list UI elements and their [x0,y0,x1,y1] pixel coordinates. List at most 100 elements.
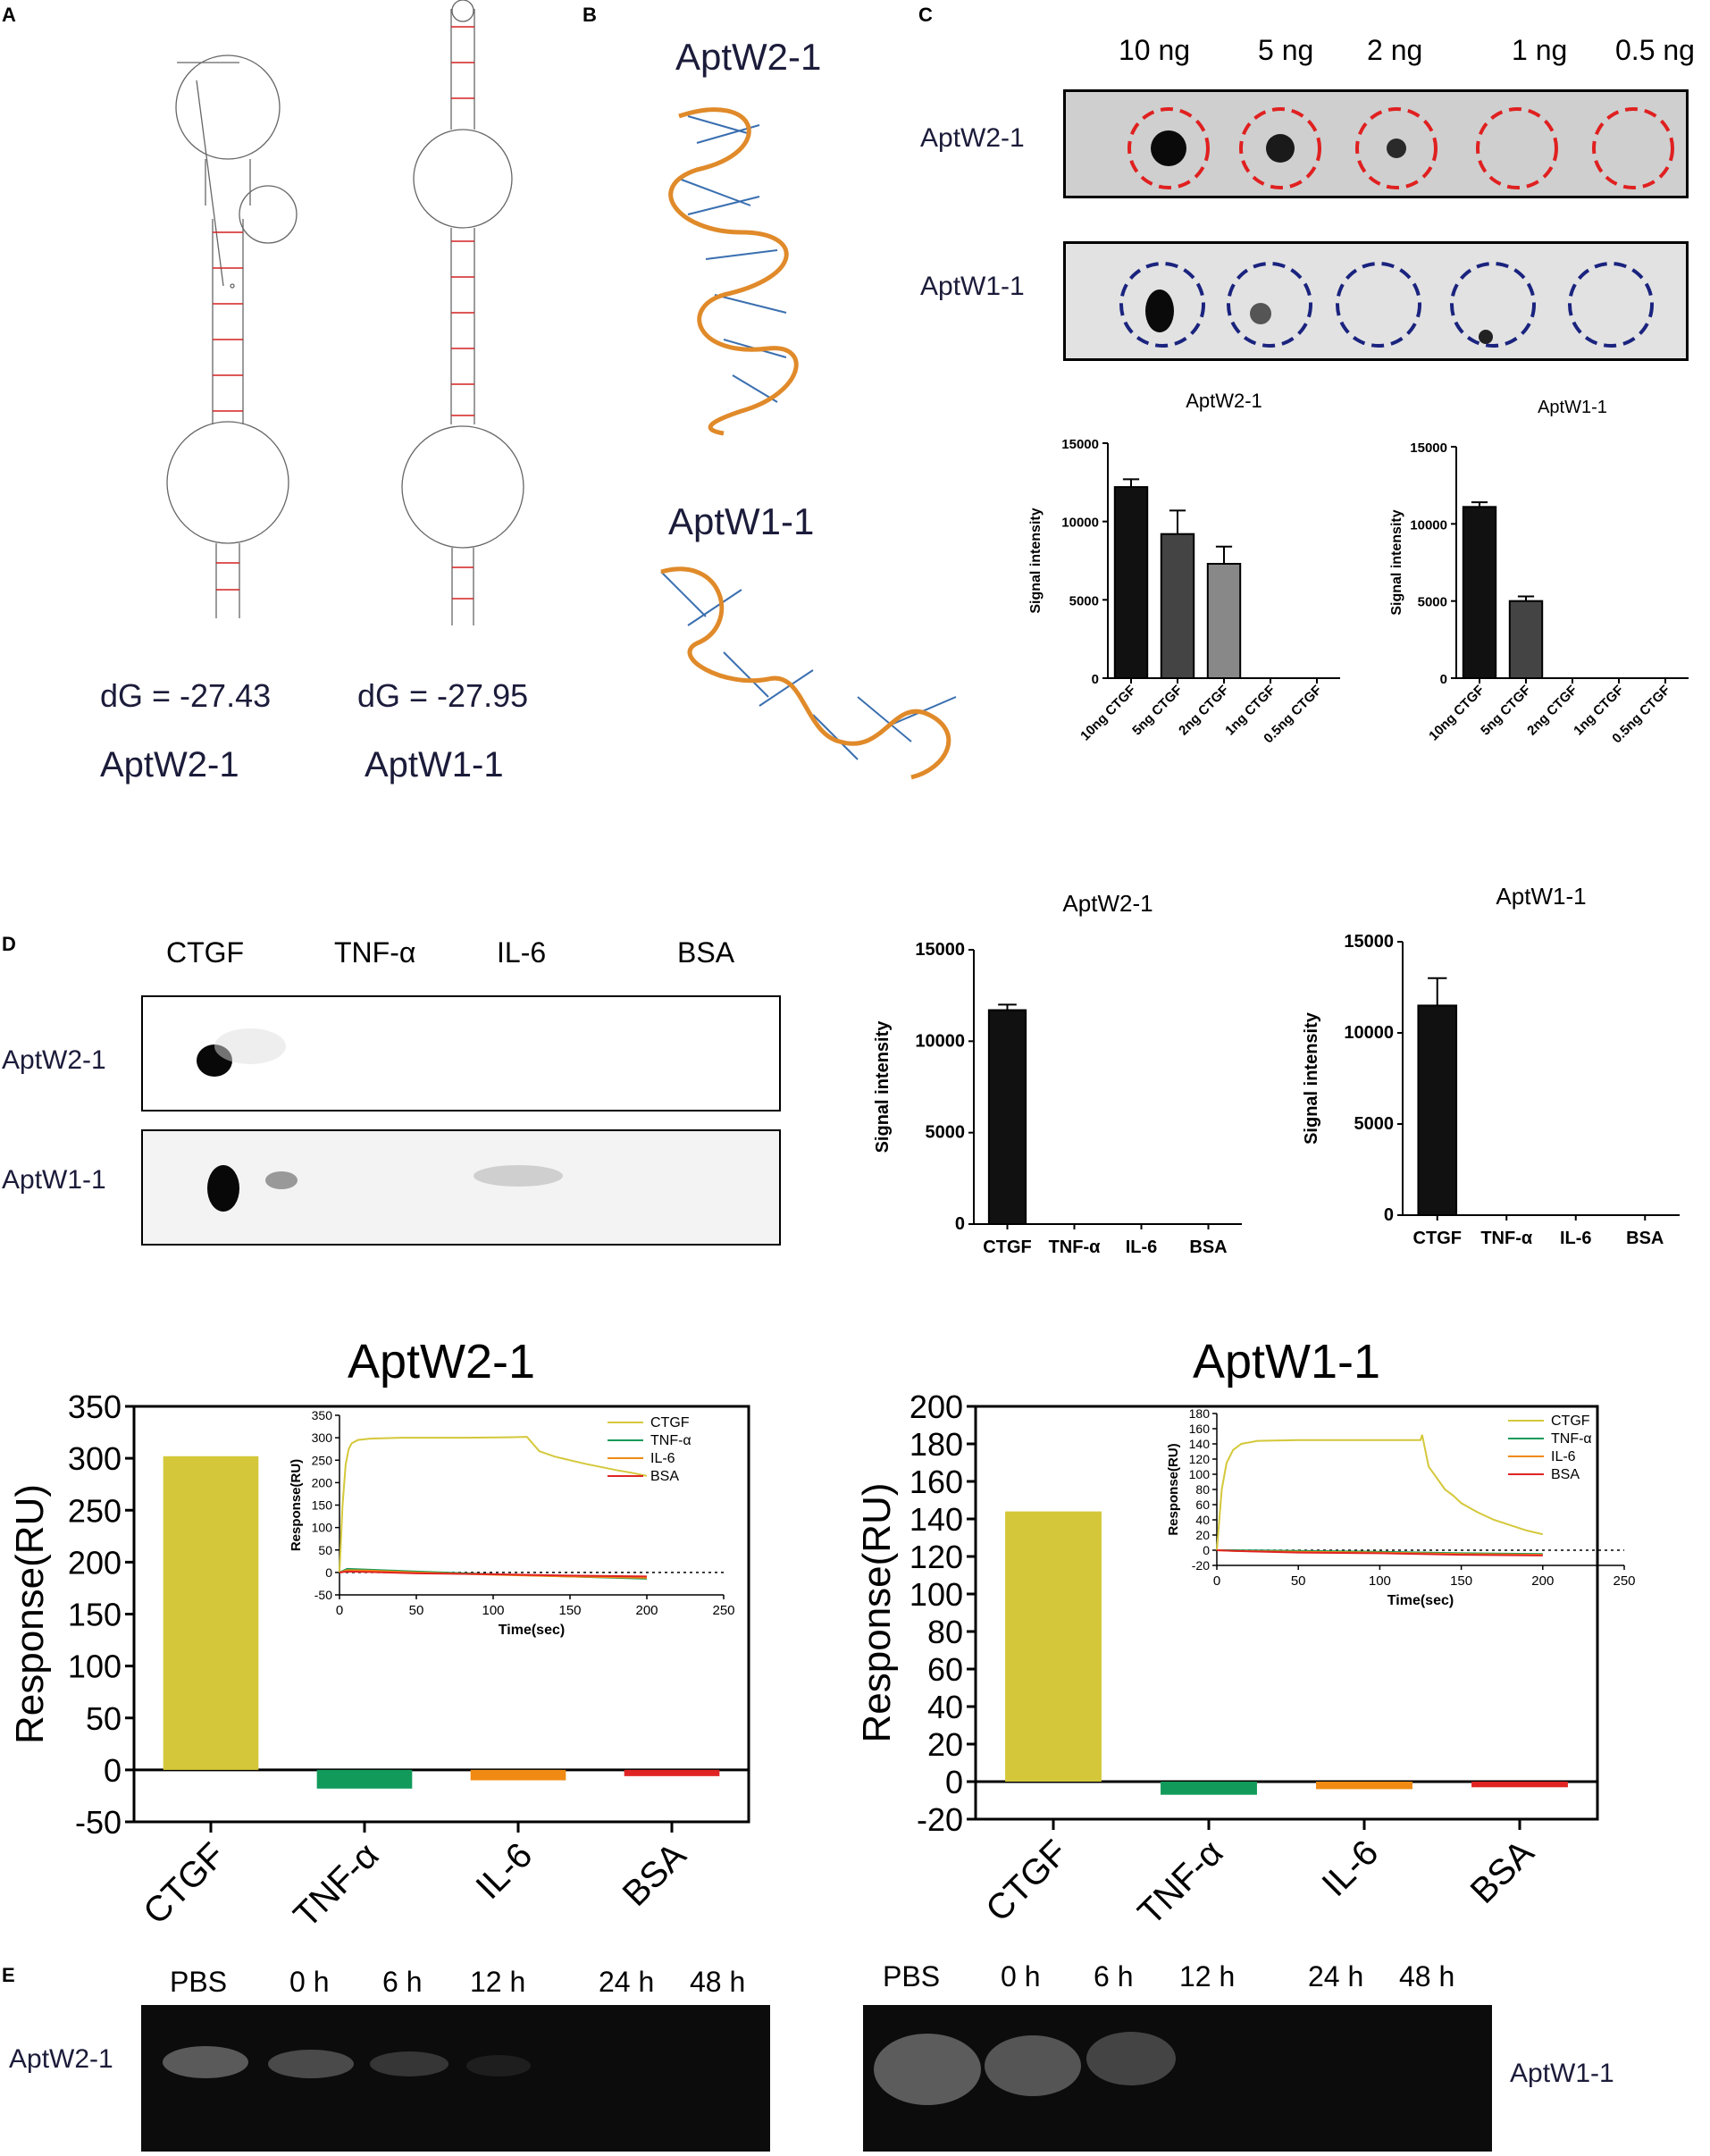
amount-header: 10 ng 5 ng 2 ng 1 ng 0.5 ng [1072,34,1706,70]
spec-blot-aptw1 [141,1129,781,1246]
structure-name-right: AptW1-1 [365,745,504,784]
inset-series-line [339,1436,648,1573]
amount-label: 2 ng [1367,34,1423,66]
bar [1508,600,1544,680]
gel-right-lane: PBS [883,1960,941,1992]
gel-left-lane: 12 h [470,1966,526,1998]
bar [1206,563,1242,679]
gel-left-lane: 6 h [382,1966,423,1998]
protein-label: IL-6 [497,936,547,969]
y-tick-label: 5000 [1354,1114,1395,1134]
dg-right: dG = -27.95 [357,677,529,714]
inset-y-axis-label: Response(RU) [289,1459,304,1551]
gel-right [863,2005,1492,2152]
chart-c-aptw1: AptW1-1 Signal intensity 0 5000 10000 15000 10… [1389,398,1689,746]
gel-left-bands [163,2046,531,2078]
inset-series-line [339,1570,648,1578]
gel-right-lane: 12 h [1179,1960,1236,1992]
inset-y-tick-label: 100 [1189,1467,1211,1481]
x-tick-label: IL-6 [1126,1237,1158,1257]
inset-x-tick-label: 150 [1450,1573,1472,1589]
gel-left-lane: PBS [170,1966,228,1998]
y-tick-label: 40 [927,1689,963,1725]
chart-c-aptw2: AptW2-1 Signal intensity 0 5000 10000 15000 10… [1028,390,1340,746]
secondary-structures [166,0,524,625]
bar [1113,486,1149,679]
y-tick-label: 15000 [1410,440,1447,456]
x-tick-label: CTGF [136,1835,232,1932]
inset-x-tick-label: 100 [1369,1573,1391,1589]
inset-y-tick-label: 50 [318,1543,332,1557]
inset-y-axis-label: Response(RU) [1166,1443,1181,1535]
x-tick-label: CTGF [983,1237,1031,1257]
x-tick-label: CTGF [978,1833,1075,1929]
chart-title: AptW2-1 [1062,890,1153,917]
y-tick-label: 10000 [1061,516,1099,531]
y-tick-label: 0 [945,1764,963,1800]
inset-y-tick-label: 100 [312,1521,333,1535]
bar [1417,1004,1458,1216]
protein-label: TNF-α [334,936,416,969]
bar [1316,1782,1412,1790]
legend-label: IL-6 [650,1451,675,1466]
chart-spr-aptw1: AptW1-1Response(RU)-20020406080100120140… [855,1335,1636,1933]
inset-x-tick-label: 250 [1613,1573,1635,1589]
inset-y-tick-label: 150 [312,1498,333,1513]
inset-y-tick-label: 250 [312,1453,333,1467]
model-name-top: AptW2-1 [675,36,822,78]
y-tick-label: 200 [909,1388,963,1425]
y-tick-label: 0 [1384,1205,1394,1225]
bar [470,1769,566,1781]
amount-label: 1 ng [1512,34,1568,66]
y-tick-label: 20 [927,1726,963,1763]
chart-title: AptW1-1 [1496,883,1586,910]
y-tick-label: -50 [75,1804,122,1841]
inset-y-tick-label: 0 [325,1565,332,1580]
structure-name-left: AptW2-1 [100,745,239,784]
dot-blot-aptw1 [1063,241,1689,361]
inset-y-tick-label: 40 [1195,1513,1210,1527]
chart-d-aptw1: AptW1-1 Signal intensity 0 5000 10000 15000 CT… [1302,883,1680,1248]
inset-y-tick-label: 80 [1195,1482,1210,1497]
gel-left-lane: 24 h [599,1966,655,1998]
legend-label: CTGF [1551,1414,1590,1429]
y-tick-label: 60 [927,1651,963,1688]
legend-label: IL-6 [1551,1449,1576,1464]
gel-right-lane: 24 h [1308,1960,1364,1992]
y-tick-label: 5000 [1069,593,1099,608]
y-tick-label: 15000 [1344,932,1394,952]
gel-left [141,2005,770,2152]
spec-blot-aptw1-spots [207,1165,563,1212]
dot-blot-aptw1-spots [1119,262,1654,348]
bar [987,1009,1027,1225]
gel-right-lane: 6 h [1094,1960,1134,1992]
inset-x-tick-label: 50 [1291,1573,1306,1589]
legend-label: TNF-α [1551,1431,1592,1447]
inset-y-tick-label: 300 [312,1430,333,1445]
legend-label: CTGF [650,1415,690,1430]
y-tick-label: 0 [1440,672,1447,687]
panel-label-a: A [2,4,16,26]
legend-label: BSA [1551,1467,1580,1482]
inset-x-tick-label: 0 [336,1603,343,1618]
inset-y-tick-label: -50 [314,1588,332,1602]
x-tick-label: TNF-α [1480,1229,1533,1248]
blot-row-label-2: AptW1-1 [920,272,1025,301]
y-tick-label: 300 [68,1440,122,1477]
inset-y-tick-label: -20 [1192,1558,1210,1573]
inset-x-axis-label: Time(sec) [499,1623,565,1638]
model-3d-bottom [660,566,957,780]
inset-series-line [1216,1434,1544,1551]
y-axis-label: Response(RU) [855,1483,899,1743]
model-3d-top [668,107,799,436]
y-tick-label: 5000 [1418,595,1447,610]
bar [1462,506,1497,679]
inset-y-tick-label: 0 [1203,1543,1210,1557]
chart-d-aptw2: AptW2-1 Signal intensity 0 5000 10000 15000 CT… [873,890,1242,1257]
chart-title: AptW2-1 [348,1335,535,1388]
bar [316,1769,413,1789]
gel-left-label: AptW2-1 [9,2044,113,2074]
x-tick-label: TNF-α [1130,1833,1230,1933]
y-tick-label: 15000 [915,940,965,960]
x-tick-label: IL-6 [1560,1229,1592,1248]
